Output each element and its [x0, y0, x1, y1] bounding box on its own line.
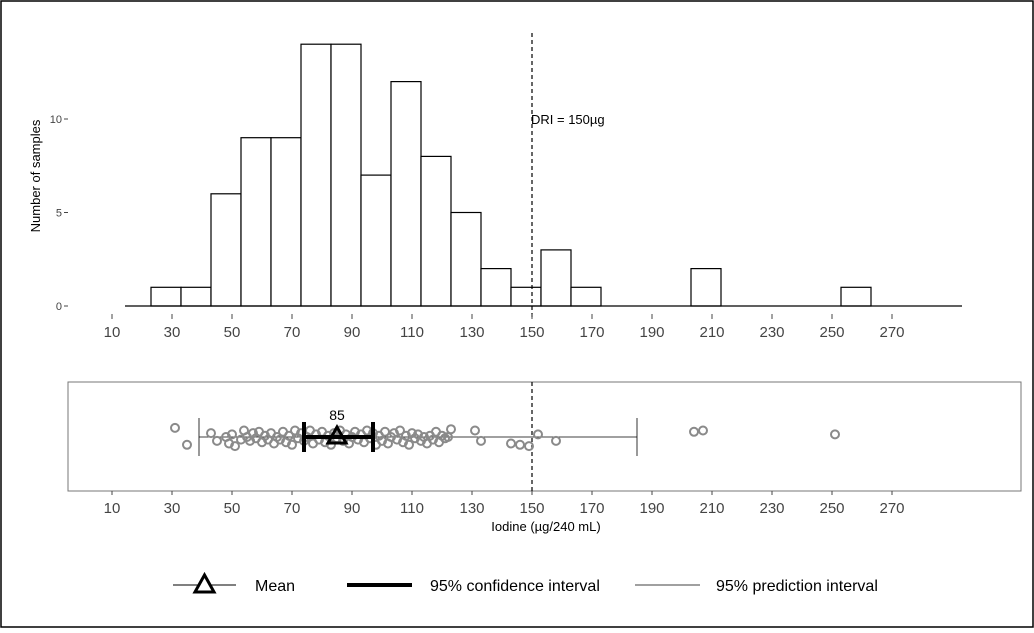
histogram-bar [540, 249, 572, 307]
data-point [206, 428, 216, 439]
legend-mean-label: Mean [255, 578, 295, 595]
data-point [551, 435, 561, 446]
histogram-x-tick-label: 170 [579, 324, 604, 341]
data-point [227, 429, 237, 440]
dotplot-x-tick-label: 30 [164, 500, 181, 517]
histogram-bar [420, 155, 452, 307]
dotplot-x-tick-label: 270 [879, 500, 904, 517]
histogram-x-ticks: 10 30 50 70 90 110 130 150 170 190 210 230 250 270 [104, 314, 905, 341]
data-point [524, 441, 534, 452]
data-point [506, 438, 516, 449]
data-point [830, 429, 840, 440]
data-point [284, 430, 294, 441]
histogram-bar [210, 193, 242, 307]
histogram-y-ticks: 0 5 10 [50, 114, 68, 313]
data-point [689, 426, 699, 437]
histogram-x-tick-label: 90 [344, 324, 361, 341]
histogram-y-tick-label: 5 [56, 208, 62, 220]
histogram-bar [450, 211, 482, 307]
data-point [395, 425, 405, 436]
histogram-bar [690, 268, 722, 307]
data-point [470, 425, 480, 436]
data-point [212, 435, 222, 446]
histogram-bar [570, 286, 602, 307]
dotplot-x-axis-title: Iodine (µg/240 mL) [491, 519, 600, 534]
data-point [170, 422, 180, 433]
histogram-panel: Number of samples 0 5 10 DRI = 150µg 10 30 5… [28, 33, 962, 341]
histogram-bar [270, 137, 302, 307]
data-point [476, 435, 486, 446]
dotplot-x-tick-label: 90 [344, 500, 361, 517]
dotplot-x-tick-label: 50 [224, 500, 241, 517]
histogram-bar [300, 43, 332, 307]
data-point [404, 439, 414, 450]
legend: Mean 95% confidence interval 95% predict… [173, 571, 878, 595]
histogram-x-tick-label: 250 [819, 324, 844, 341]
mean-label: 85 [329, 407, 345, 423]
histogram-x-tick-label: 190 [639, 324, 664, 341]
data-point [698, 425, 708, 436]
histogram-bar [150, 286, 182, 307]
dotplot-x-tick-label: 130 [459, 500, 484, 517]
histogram-x-tick-label: 10 [104, 324, 121, 341]
dotplot-x-tick-label: 110 [400, 500, 424, 517]
dotplot-border [67, 381, 1022, 492]
histogram-bar [390, 80, 422, 307]
histogram-bar [330, 43, 362, 307]
confidence-interval [302, 422, 375, 452]
histogram-x-tick-label: 210 [699, 324, 724, 341]
histogram-x-tick-label: 110 [400, 324, 424, 341]
histogram-bar [510, 286, 542, 307]
dotplot-x-tick-label: 210 [699, 500, 724, 517]
histogram-y-tick-label: 10 [50, 114, 62, 126]
data-point [446, 424, 456, 435]
dotplot-x-tick-label: 230 [759, 500, 784, 517]
histogram-bar [180, 286, 212, 307]
legend-item-ci: 95% confidence interval [347, 578, 600, 595]
data-point [230, 441, 240, 452]
histogram-x-tick-label: 50 [224, 324, 241, 341]
dotplot-x-tick-label: 10 [104, 500, 121, 517]
histogram-bar [480, 268, 512, 307]
histogram-bar [240, 137, 272, 307]
data-point [182, 439, 192, 450]
legend-item-pi: 95% prediction interval [635, 578, 878, 595]
histogram-y-axis-title: Number of samples [28, 119, 43, 232]
histogram-x-tick-label: 150 [519, 324, 544, 341]
dotplot-panel: 85 10 30 50 70 90 110 130 150 170 190 210 230 250 270… [67, 381, 1022, 534]
histogram-bar [360, 174, 392, 307]
dotplot-x-tick-label: 190 [639, 500, 664, 517]
legend-ci-label: 95% confidence interval [430, 578, 600, 595]
histogram-x-tick-label: 70 [284, 324, 301, 341]
legend-mean-triangle-icon [192, 571, 217, 594]
data-point [515, 439, 525, 450]
dotplot-x-tick-label: 150 [519, 500, 544, 517]
histogram-x-tick-label: 270 [879, 324, 904, 341]
legend-pi-label: 95% prediction interval [716, 578, 878, 595]
dotplot-x-tick-label: 170 [579, 500, 604, 517]
dotplot-x-tick-label: 70 [284, 500, 301, 517]
dotplot-x-ticks: 10 30 50 70 90 110 130 150 170 190 210 230 250 270 [104, 491, 905, 517]
histogram-x-tick-label: 230 [759, 324, 784, 341]
data-point [326, 439, 336, 450]
histogram-bars [150, 43, 872, 307]
data-point [380, 426, 390, 437]
data-point [287, 439, 297, 450]
histogram-bar [840, 286, 872, 307]
dotplot-x-tick-label: 250 [819, 500, 844, 517]
legend-item-mean: Mean [173, 571, 295, 595]
data-point [533, 429, 543, 440]
mean-marker [325, 423, 349, 445]
histogram-x-tick-label: 130 [459, 324, 484, 341]
histogram-x-tick-label: 30 [164, 324, 181, 341]
histogram-y-tick-label: 0 [56, 301, 62, 313]
dri-reference-label: DRI = 150µg [531, 112, 605, 127]
